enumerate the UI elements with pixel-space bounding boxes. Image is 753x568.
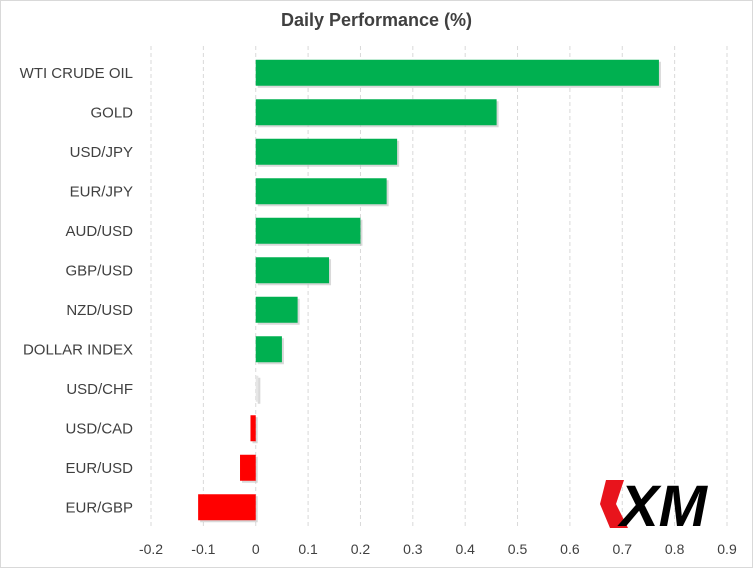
xm-logo: XM: [600, 474, 709, 539]
bar-shadow: [257, 377, 261, 404]
bar: [255, 138, 398, 165]
category-labels: WTI CRUDE OIL GOLD USD/JPY EUR/JPY AUD/USD GB…: [20, 65, 134, 517]
category-label: WTI CRUDE OIL: [20, 65, 133, 82]
bar: [255, 336, 282, 363]
x-tick-label: 0.3: [403, 541, 423, 557]
category-label: EUR/JPY: [70, 183, 133, 200]
logo-text: XM: [617, 474, 709, 539]
category-label: EUR/USD: [65, 460, 133, 477]
bar: [255, 59, 659, 86]
x-tick-labels: -0.2 -0.1 0 0.1 0.2 0.3 0.4 0.5 0.6 0.7 0.8 0.9: [139, 541, 737, 557]
category-label: USD/CAD: [65, 420, 133, 437]
x-tick-label: 0.8: [665, 541, 685, 557]
bar: [250, 415, 256, 442]
x-tick-label: 0.2: [351, 541, 371, 557]
x-tick-label: 0.5: [508, 541, 528, 557]
category-label: EUR/GBP: [65, 499, 133, 516]
bar: [255, 178, 387, 205]
x-tick-label: 0.4: [455, 541, 475, 557]
category-label: USD/JPY: [70, 144, 133, 161]
bar: [255, 257, 330, 284]
x-tick-label: 0.9: [717, 541, 737, 557]
bar: [198, 494, 256, 521]
x-tick-label: 0: [252, 541, 260, 557]
bar: [255, 99, 497, 126]
logo-red-mark: [600, 480, 628, 528]
bar: [255, 375, 259, 402]
category-label: GOLD: [90, 104, 133, 121]
chart-title: Daily Performance (%): [280, 10, 473, 30]
category-label: USD/CHF: [66, 381, 133, 398]
x-tick-label: 0.7: [613, 541, 633, 557]
bars: [198, 59, 661, 523]
bar: [240, 454, 256, 481]
x-tick-label: 0.6: [560, 541, 580, 557]
x-tick-label: -0.1: [191, 541, 215, 557]
category-label: DOLLAR INDEX: [23, 341, 133, 358]
x-tick-label: 0.1: [298, 541, 318, 557]
category-label: GBP/USD: [65, 262, 133, 279]
category-label: NZD/USD: [66, 302, 133, 319]
x-tick-label: -0.2: [139, 541, 163, 557]
bar: [255, 296, 298, 323]
category-label: AUD/USD: [65, 223, 133, 240]
bar: [255, 217, 361, 244]
